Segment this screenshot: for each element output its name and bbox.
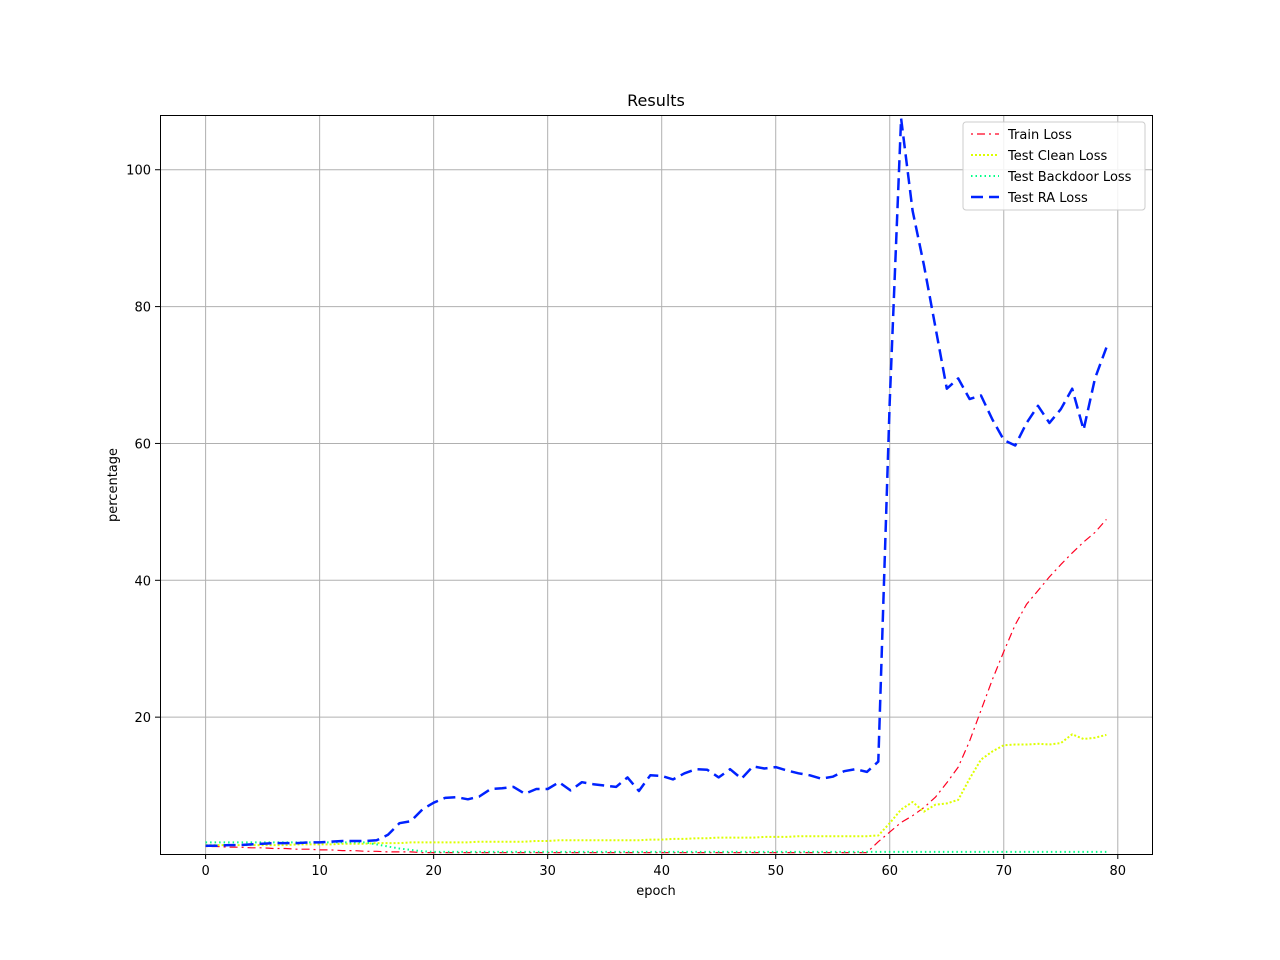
- x-tick-label: 20: [425, 864, 442, 879]
- y-tick-label: 40: [134, 574, 151, 589]
- y-tick-label: 100: [126, 164, 151, 179]
- x-tick-label: 70: [995, 864, 1012, 879]
- y-tick-label: 60: [134, 437, 151, 452]
- legend-label: Test RA Loss: [1007, 191, 1088, 206]
- x-axis-label: epoch: [636, 884, 676, 899]
- legend-label: Train Loss: [1007, 128, 1072, 143]
- y-tick-label: 20: [134, 711, 151, 726]
- x-tick-label: 30: [539, 864, 556, 879]
- y-tick-label: 80: [134, 301, 151, 316]
- x-tick-label: 80: [1110, 864, 1127, 879]
- legend-label: Test Backdoor Loss: [1007, 170, 1132, 185]
- legend-box: [962, 121, 1146, 211]
- series-line-test-ra-loss: [205, 117, 1108, 848]
- x-tick-label: 60: [881, 864, 898, 879]
- series-lines: [205, 117, 1108, 854]
- x-tick-label: 50: [767, 864, 784, 879]
- plot-frame: [160, 115, 1153, 855]
- y-axis-label: percentage: [106, 448, 121, 522]
- chart-title: Results: [627, 91, 685, 110]
- x-tick-label: 0: [201, 864, 209, 879]
- legend: Train Loss Test Clean Loss Test Backdoor L…: [962, 121, 1146, 211]
- legend-label: Test Clean Loss: [1007, 149, 1107, 164]
- x-tick-label: 10: [311, 864, 328, 879]
- grid: [160, 115, 1152, 854]
- axis-ticks: 0 10 20 30 40 50 60 70 80 20 40 60 80 100: [126, 164, 1126, 879]
- series-line-test-backdoor-loss: [205, 841, 1107, 853]
- x-tick-label: 40: [653, 864, 670, 879]
